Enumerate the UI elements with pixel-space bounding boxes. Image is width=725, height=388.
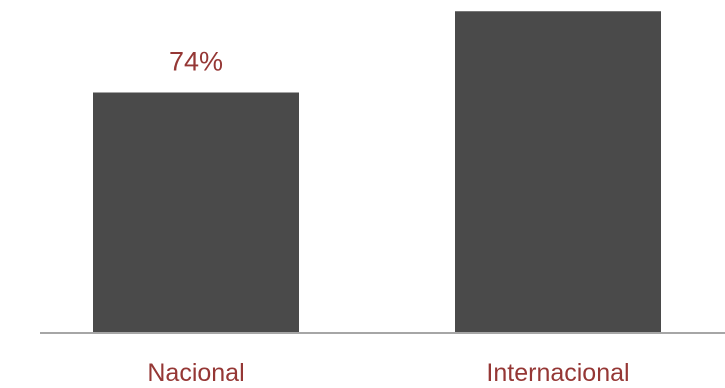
bar-nacional (93, 92, 299, 333)
category-label-nacional: Nacional (147, 359, 244, 387)
data-label-nacional: 74% (169, 47, 223, 77)
category-label-internacional: Internacional (486, 359, 629, 387)
labels-layer: 74%Nacional99%Internacional (147, 47, 629, 388)
bar-internacional (455, 11, 661, 333)
bars-layer (93, 11, 661, 333)
